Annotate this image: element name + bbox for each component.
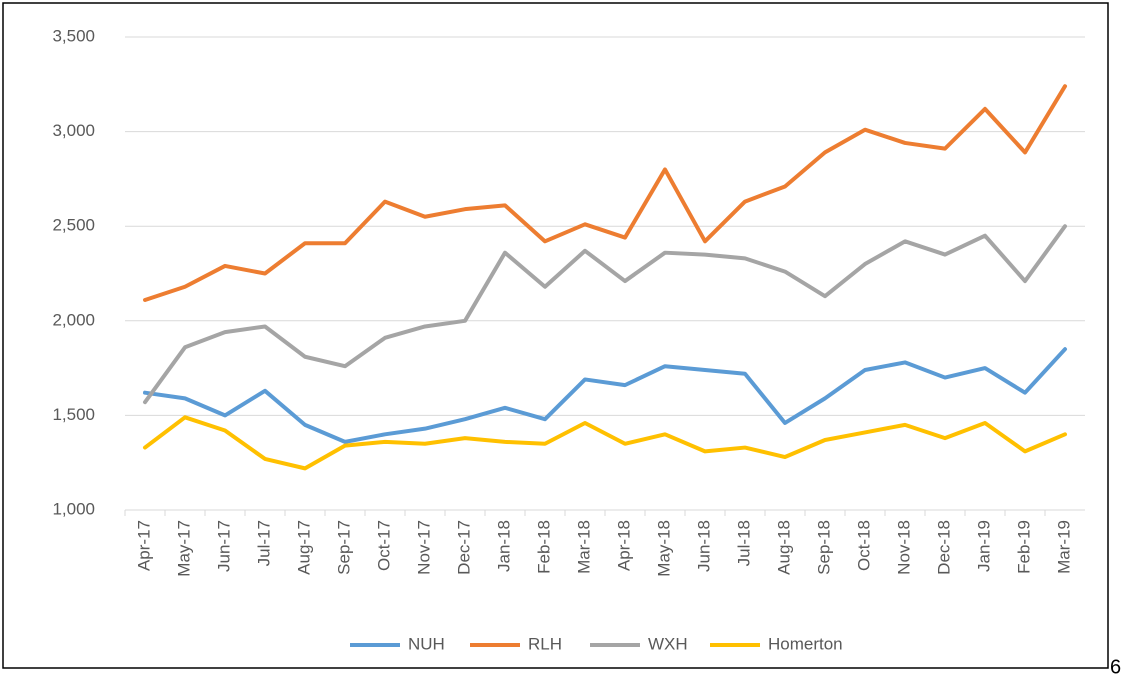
line-series	[143, 84, 1067, 302]
x-tick-label: Jun-18	[694, 520, 713, 572]
x-tick-label: Aug-18	[774, 520, 793, 575]
line-series	[143, 415, 1067, 471]
legend-label: WXH	[648, 634, 688, 653]
page-number: 6	[1110, 656, 1121, 678]
x-tick-label: Jul-17	[254, 520, 273, 566]
y-tick-label: 3,000	[52, 121, 95, 140]
x-tick-label: Jan-18	[494, 520, 513, 572]
x-tick-label: Apr-17	[134, 520, 153, 571]
x-tick-label: Aug-17	[294, 520, 313, 575]
x-tick-label: Apr-18	[614, 520, 633, 571]
legend-label: NUH	[408, 634, 445, 653]
x-tick-label: May-17	[174, 520, 193, 577]
x-tick-label: Nov-18	[894, 520, 913, 575]
x-tick-label: Oct-18	[854, 520, 873, 571]
x-tick-label: May-18	[654, 520, 673, 577]
x-tick-label: Feb-19	[1014, 520, 1033, 574]
x-tick-label: Mar-18	[574, 520, 593, 574]
x-tick-label: Sep-18	[814, 520, 833, 575]
line-series	[143, 347, 1067, 444]
y-tick-label: 1,500	[52, 405, 95, 424]
x-tick-label: Jul-18	[734, 520, 753, 566]
x-tick-label: Dec-18	[934, 520, 953, 575]
x-tick-label: Jan-19	[974, 520, 993, 572]
line-series	[143, 224, 1067, 405]
y-tick-label: 1,000	[52, 499, 95, 518]
x-tick-label: Nov-17	[414, 520, 433, 575]
x-tick-label: Jun-17	[214, 520, 233, 572]
x-tick-label: Sep-17	[334, 520, 353, 575]
y-tick-label: 2,500	[52, 216, 95, 235]
legend-label: Homerton	[768, 634, 843, 653]
y-tick-label: 2,000	[52, 310, 95, 329]
x-tick-label: Dec-17	[454, 520, 473, 575]
x-tick-label: Feb-18	[534, 520, 553, 574]
x-tick-label: Mar-19	[1054, 520, 1073, 574]
y-tick-label: 3,500	[52, 26, 95, 45]
chart-border	[2, 2, 1109, 669]
legend-label: RLH	[528, 634, 562, 653]
x-tick-label: Oct-17	[374, 520, 393, 571]
